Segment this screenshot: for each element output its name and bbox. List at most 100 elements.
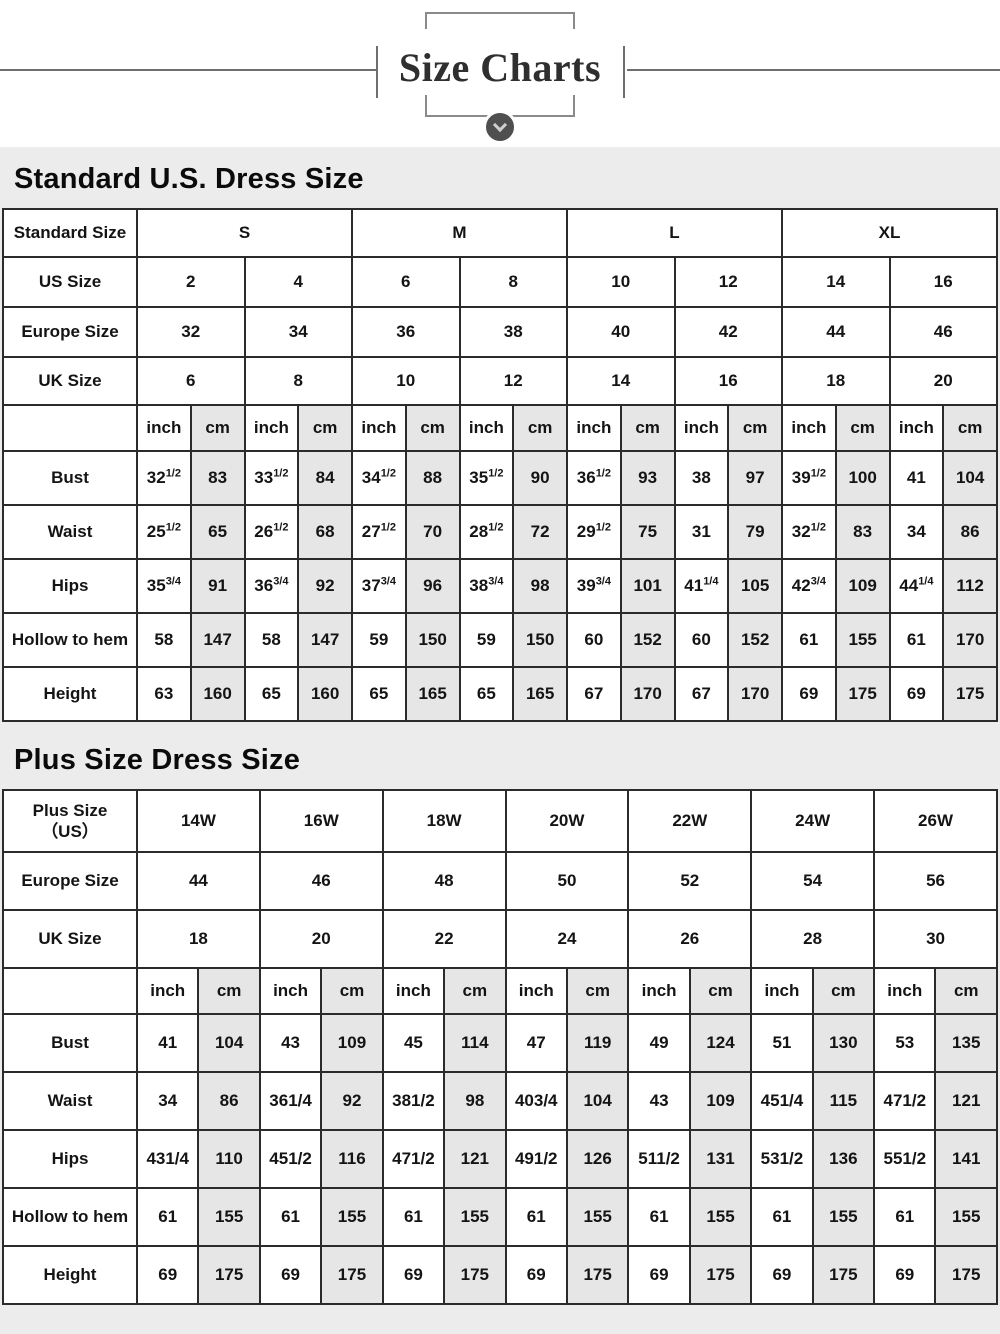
- table-cell: 109: [320, 1013, 384, 1073]
- table-cell: 14W: [136, 789, 261, 853]
- table-cell: 6: [351, 256, 461, 308]
- table-cell: cm: [565, 967, 630, 1015]
- table-cell: 51: [750, 1013, 814, 1073]
- table-cell: 155: [934, 1187, 998, 1247]
- table-cell: 291/2: [566, 504, 622, 560]
- table-cell: 403/4: [504, 1071, 568, 1131]
- table-cell: 16W: [258, 789, 384, 853]
- row-label: UK Size: [2, 909, 138, 969]
- table-row: Hips 431/4 110 451/2 116 471/2 121 491/2 126 511/…: [2, 1129, 998, 1189]
- table-cell: 86: [942, 504, 998, 560]
- table-cell: 60: [566, 612, 622, 668]
- page-title: Size Charts: [398, 45, 602, 90]
- table-cell: 42: [673, 306, 783, 358]
- table-cell: 101: [619, 558, 676, 614]
- plus-size-section: Plus Size Dress Size Plus Size （US） 14W 16…: [2, 744, 998, 1305]
- table-row: Waist 251/2 65 261/2 68 271/2 70 281/2 72 291/2 75…: [2, 504, 998, 560]
- table-cell: inch: [750, 967, 814, 1015]
- table-cell: 10: [566, 256, 676, 308]
- row-label: Waist: [2, 504, 138, 560]
- table-cell: 24W: [750, 789, 876, 853]
- table-row: Height 63 160 65 160 65 165 65 165 67 170 67 170 69 17…: [2, 666, 998, 722]
- table-cell: 69: [627, 1245, 691, 1305]
- table-cell: 84: [297, 450, 353, 506]
- table-cell: 14: [566, 356, 676, 406]
- table-cell: 112: [942, 558, 998, 614]
- table-cell: 391/2: [781, 450, 837, 506]
- table-cell: 104: [197, 1013, 261, 1073]
- row-label: Hips: [2, 558, 138, 614]
- row-label: Hollow to hem: [2, 612, 138, 668]
- table-cell: cm: [834, 404, 891, 452]
- table-cell: L: [566, 208, 783, 258]
- table-row: Hollow to hem 61 155 61 155 61 155 61 155 61 155 61…: [2, 1187, 998, 1247]
- table-cell: 411/4: [673, 558, 730, 614]
- table-cell: 2: [136, 256, 246, 308]
- table-cell: 26W: [873, 789, 998, 853]
- table-cell: 67: [566, 666, 622, 722]
- table-cell: 451/4: [750, 1071, 814, 1131]
- table-cell: 109: [688, 1071, 753, 1131]
- table-cell: 75: [619, 504, 676, 560]
- divider-line-right: [627, 69, 1000, 71]
- table-cell: 130: [811, 1013, 876, 1073]
- table-cell: 175: [320, 1245, 384, 1305]
- table-cell: 119: [565, 1013, 630, 1073]
- table-cell: 72: [512, 504, 568, 560]
- table-cell: 121: [443, 1129, 507, 1189]
- row-label: Europe Size: [2, 306, 138, 358]
- table-cell: inch: [781, 404, 837, 452]
- table-cell: 61: [888, 612, 945, 668]
- table-cell: 175: [834, 666, 891, 722]
- table-cell: 351/2: [458, 450, 515, 506]
- table-cell: 150: [404, 612, 461, 668]
- table-cell: 160: [189, 666, 246, 722]
- table-row: Standard Size S M L XL: [2, 208, 998, 258]
- table-cell: 49: [627, 1013, 691, 1073]
- table-cell: 88: [404, 450, 461, 506]
- table-cell: 30: [873, 909, 998, 969]
- table-cell: 58: [243, 612, 300, 668]
- table-cell: cm: [320, 967, 384, 1015]
- chevron-glyph: [492, 117, 508, 133]
- table-cell: 28: [750, 909, 876, 969]
- table-cell: cm: [811, 967, 876, 1015]
- table-cell: 41: [135, 1013, 200, 1073]
- table-cell: 96: [404, 558, 461, 614]
- table-cell: 373/4: [351, 558, 407, 614]
- row-label: Height: [2, 1245, 138, 1305]
- table-cell: 121: [934, 1071, 998, 1131]
- table-cell: 98: [512, 558, 568, 614]
- table-cell: 104: [942, 450, 998, 506]
- table-row: UK Size 6 8 10 12 14 16 18 20: [2, 356, 998, 406]
- table-cell: inch: [627, 967, 691, 1015]
- table-cell: 155: [811, 1187, 876, 1247]
- table-cell: inch: [258, 967, 323, 1015]
- table-cell: cm: [619, 404, 676, 452]
- table-cell: 69: [888, 666, 945, 722]
- table-cell: 251/2: [136, 504, 192, 560]
- table-cell: 46: [258, 851, 384, 911]
- table-cell: 61: [627, 1187, 691, 1247]
- table-cell: 6: [136, 356, 246, 406]
- table-cell: 44: [781, 306, 891, 358]
- table-cell: 59: [351, 612, 407, 668]
- table-cell: cm: [443, 967, 507, 1015]
- table-cell: 34: [243, 306, 353, 358]
- table-cell: 18W: [381, 789, 507, 853]
- table-cell: 331/2: [243, 450, 300, 506]
- table-cell: 152: [619, 612, 676, 668]
- table-cell: 61: [381, 1187, 446, 1247]
- table-cell: 361/2: [566, 450, 622, 506]
- row-label: [2, 404, 138, 452]
- table-cell: 110: [197, 1129, 261, 1189]
- row-label: UK Size: [2, 356, 138, 406]
- row-label: Bust: [2, 450, 138, 506]
- table-cell: 93: [619, 450, 676, 506]
- table-cell: 353/4: [136, 558, 192, 614]
- table-cell: 43: [258, 1013, 323, 1073]
- table-cell: 67: [673, 666, 730, 722]
- table-cell: 20W: [504, 789, 630, 853]
- row-label: Plus Size （US）: [2, 789, 138, 853]
